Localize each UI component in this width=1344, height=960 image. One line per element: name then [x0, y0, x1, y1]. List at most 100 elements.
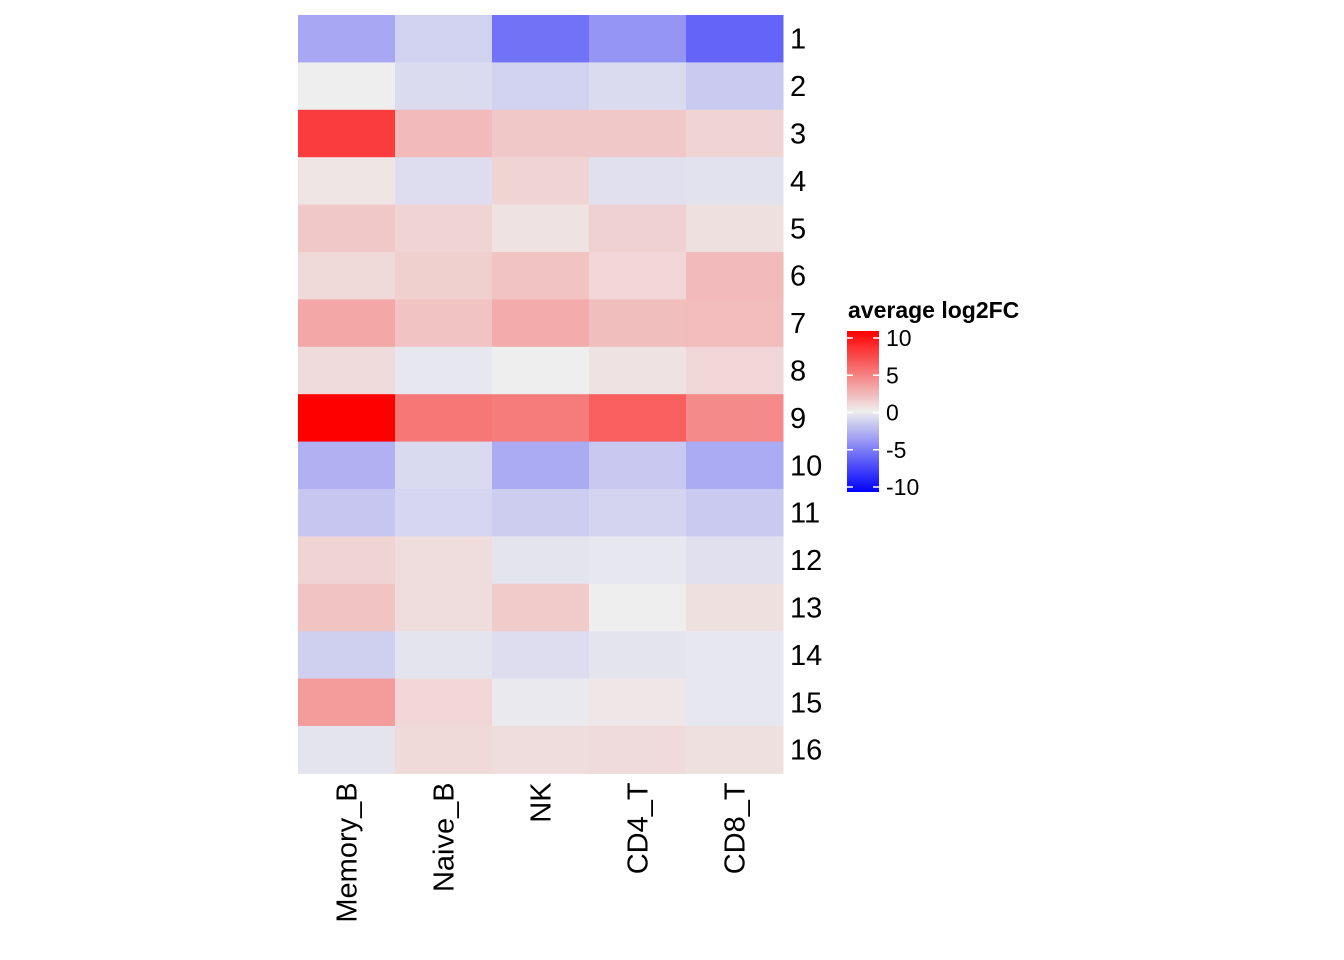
heatmap-cell-9-memory-b — [298, 394, 396, 443]
heatmap-cell-15-cd4-t — [589, 678, 687, 727]
heatmap-cell-15-cd8-t — [686, 678, 784, 727]
heatmap-cell-13-memory-b — [298, 583, 396, 632]
legend-tick-label: 5 — [886, 362, 899, 388]
heatmap-cell-2-cd8-t — [686, 62, 784, 111]
heatmap-cell-3-naive-b — [395, 109, 493, 158]
heatmap-cell-8-naive-b — [395, 346, 493, 395]
heatmap-cell-15-nk — [492, 678, 590, 727]
heatmap-cell-5-memory-b — [298, 204, 396, 253]
heatmap-cell-6-cd4-t — [589, 252, 687, 300]
heatmap-cell-10-cd8-t — [686, 441, 784, 490]
heatmap-cell-14-memory-b — [298, 631, 396, 680]
heatmap-cell-16-cd4-t — [589, 726, 687, 774]
heatmap-cell-11-naive-b — [395, 489, 493, 537]
legend-title: average log2FC — [848, 297, 1019, 323]
row-label-1: 1 — [790, 24, 806, 56]
heatmap-cell-4-cd4-t — [589, 157, 687, 206]
heatmap-cell-8-cd4-t — [589, 346, 687, 395]
color-legend: average log2FC 10 5 0 -5 -10 — [847, 297, 1019, 500]
heatmap-cell-10-nk — [492, 441, 590, 490]
heatmap-cell-9-nk — [492, 394, 590, 443]
heatmap-cell-5-nk — [492, 204, 590, 253]
heatmap-cell-9-cd8-t — [686, 394, 784, 443]
heatmap-cell-2-cd4-t — [589, 62, 687, 111]
heatmap-cell-3-cd4-t — [589, 109, 687, 158]
heatmap-cell-5-cd4-t — [589, 204, 687, 253]
heatmap-cells — [298, 15, 784, 774]
heatmap-cell-9-naive-b — [395, 394, 493, 443]
heatmap-cell-12-cd8-t — [686, 536, 784, 585]
heatmap-cell-7-cd4-t — [589, 299, 687, 348]
heatmap-cell-10-naive-b — [395, 441, 493, 490]
heatmap-cell-5-naive-b — [395, 204, 493, 253]
heatmap-cell-12-naive-b — [395, 536, 493, 585]
row-label-16: 16 — [790, 735, 822, 767]
heatmap-cell-12-cd4-t — [589, 536, 687, 585]
heatmap-cell-3-nk — [492, 109, 590, 158]
row-label-14: 14 — [790, 640, 822, 672]
heatmap-cell-4-cd8-t — [686, 157, 784, 206]
heatmap-cell-6-memory-b — [298, 252, 396, 300]
heatmap-cell-9-cd4-t — [589, 394, 687, 443]
heatmap-cell-16-memory-b — [298, 726, 396, 774]
row-label-3: 3 — [790, 119, 806, 151]
heatmap-cell-2-memory-b — [298, 62, 396, 111]
heatmap-cell-2-nk — [492, 62, 590, 111]
column-label-nk: NK — [526, 782, 558, 823]
row-label-10: 10 — [790, 450, 822, 482]
row-label-6: 6 — [790, 261, 806, 293]
heatmap-cell-13-nk — [492, 583, 590, 632]
heatmap-cell-11-cd8-t — [686, 489, 784, 537]
heatmap-cell-13-naive-b — [395, 583, 493, 632]
heatmap-cell-16-nk — [492, 726, 590, 774]
heatmap-cell-14-cd8-t — [686, 631, 784, 680]
heatmap-cell-4-naive-b — [395, 157, 493, 206]
heatmap-cell-8-memory-b — [298, 346, 396, 395]
heatmap-cell-14-naive-b — [395, 631, 493, 680]
row-label-9: 9 — [790, 403, 806, 435]
heatmap-cell-12-nk — [492, 536, 590, 585]
heatmap-cell-7-cd8-t — [686, 299, 784, 348]
row-label-7: 7 — [790, 308, 806, 340]
heatmap-cell-14-cd4-t — [589, 631, 687, 680]
legend-tick-label: -5 — [886, 437, 906, 463]
legend-ticks: 10 5 0 -5 -10 — [847, 325, 919, 500]
heatmap-cell-8-nk — [492, 346, 590, 395]
heatmap-cell-6-naive-b — [395, 252, 493, 300]
heatmap-cell-11-cd4-t — [589, 489, 687, 537]
heatmap-cell-11-memory-b — [298, 489, 396, 537]
row-label-15: 15 — [790, 687, 822, 719]
row-label-2: 2 — [790, 71, 806, 103]
heatmap-cell-4-nk — [492, 157, 590, 206]
row-label-4: 4 — [790, 166, 806, 198]
heatmap-cell-11-nk — [492, 489, 590, 537]
heatmap-cell-2-naive-b — [395, 62, 493, 111]
heatmap-cell-16-naive-b — [395, 726, 493, 774]
legend-tick-label: 10 — [886, 325, 912, 351]
heatmap-cell-3-cd8-t — [686, 109, 784, 158]
heatmap-cell-1-cd8-t — [686, 15, 784, 63]
heatmap-cell-5-cd8-t — [686, 204, 784, 253]
legend-colorbar — [847, 331, 879, 492]
heatmap-cell-6-nk — [492, 252, 590, 300]
column-label-memory-b: Memory_B — [332, 782, 364, 922]
heatmap-cell-12-memory-b — [298, 536, 396, 585]
heatmap-cell-7-naive-b — [395, 299, 493, 348]
legend-tick-label: 0 — [886, 400, 899, 426]
heatmap-cell-1-memory-b — [298, 15, 396, 63]
heatmap-cell-13-cd4-t — [589, 583, 687, 632]
heatmap-cell-15-memory-b — [298, 678, 396, 727]
heatmap-cell-4-memory-b — [298, 157, 396, 206]
heatmap-cell-15-naive-b — [395, 678, 493, 727]
heatmap-cell-1-nk — [492, 15, 590, 63]
heatmap-cell-7-memory-b — [298, 299, 396, 348]
heatmap-cell-13-cd8-t — [686, 583, 784, 632]
row-label-12: 12 — [790, 545, 822, 577]
row-label-11: 11 — [790, 498, 820, 530]
row-label-8: 8 — [790, 356, 806, 388]
row-label-5: 5 — [790, 213, 806, 245]
heatmap-cell-3-memory-b — [298, 109, 396, 158]
heatmap-cell-10-memory-b — [298, 441, 396, 490]
